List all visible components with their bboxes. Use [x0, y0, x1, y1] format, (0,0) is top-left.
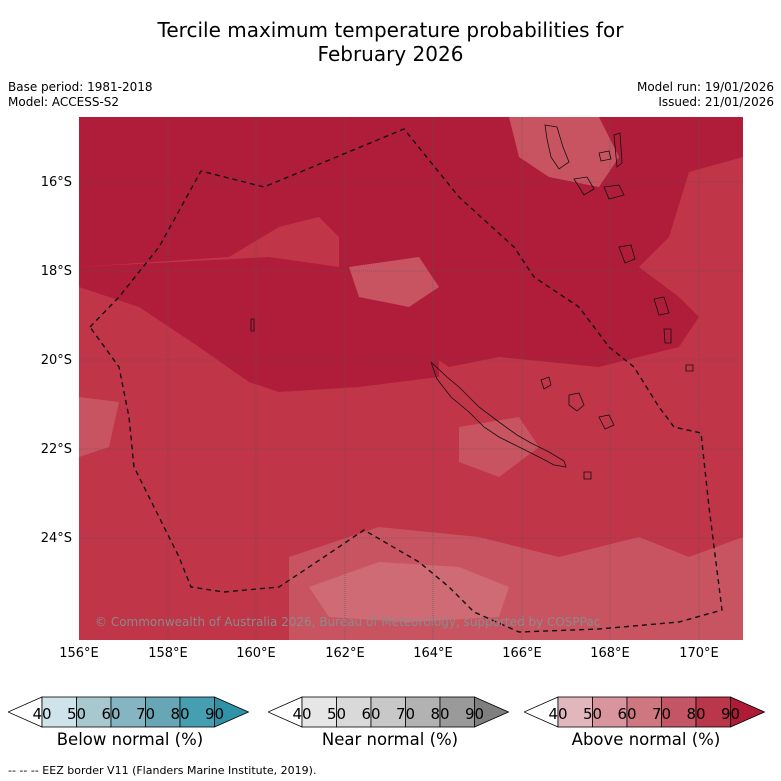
colorbar-near-tick: 80	[430, 705, 450, 723]
colorbar-below-tick: 80	[170, 705, 190, 723]
copyright-text: © Commonwealth of Australia 2026, Bureau…	[95, 615, 600, 629]
colorbar-above-segments	[524, 696, 766, 728]
colorbar-near-tick: 50	[326, 705, 347, 723]
island-vanuatu-3	[573, 176, 595, 196]
island-vanuatu-7	[653, 296, 670, 316]
colorbar-near-tick: 40	[292, 705, 312, 723]
island-small-2	[583, 471, 592, 480]
lon-label-168e: 168°E	[590, 646, 630, 661]
colorbar-near-tick: 90	[464, 705, 485, 723]
colorbar-below-segment	[145, 696, 181, 728]
region-60-mid	[459, 417, 539, 477]
colorbar-below-tick: 60	[101, 705, 121, 723]
lat-label-18s: 18°S	[40, 264, 72, 279]
island-loyalty-2	[568, 392, 585, 412]
colorbar-above-segment	[661, 696, 697, 728]
lon-label-158e: 158°E	[148, 646, 188, 661]
colorbar-above-tick: 40	[548, 705, 568, 723]
model-name: Model: ACCESS-S2	[8, 95, 120, 109]
colorbar-above-segment	[557, 696, 593, 728]
probability-map: © Commonwealth of Australia 2026, Bureau…	[79, 117, 743, 640]
island-vanuatu-5	[603, 184, 625, 200]
lon-label-160e: 160°E	[236, 646, 276, 661]
colorbar-near-segment	[370, 696, 406, 728]
chart-title: Tercile maximum temperature probabilitie…	[0, 18, 781, 66]
island-vanuatu-8	[663, 328, 672, 344]
colorbar-above	[524, 696, 766, 728]
colorbar-below-segment	[76, 696, 112, 728]
colorbar-near-segment	[301, 696, 337, 728]
colorbar-above-tick: 90	[720, 705, 741, 723]
colorbar-below-high-extend	[214, 696, 250, 728]
lat-label-20s: 20°S	[40, 353, 72, 368]
colorbar-above-segment	[592, 696, 628, 728]
island-small-1	[250, 318, 255, 332]
colorbar-near-tick: 60	[361, 705, 381, 723]
island-vanuatu-4	[613, 132, 623, 168]
colorbar-near-segment	[405, 696, 441, 728]
colorbar-below-tick: 70	[135, 705, 156, 723]
colorbar-near-label: Near normal (%)	[321, 730, 459, 749]
lat-label-22s: 22°S	[40, 442, 72, 457]
colorbar-below-tick: 50	[66, 705, 87, 723]
region-60-ne	[509, 117, 619, 187]
island-new-caledonia	[430, 361, 567, 468]
lat-label-24s: 24°S	[40, 531, 72, 546]
base-period: Base period: 1981-2018	[8, 80, 153, 94]
colorbar-below-segments	[8, 696, 250, 728]
island-loyalty-1	[540, 376, 552, 390]
model-run: Model run: 19/01/2026	[636, 80, 774, 94]
eez-footer-note: -- -- -- EEZ border V11 (Flanders Marine…	[8, 764, 317, 777]
colorbar-near-high-extend	[474, 696, 510, 728]
lon-label-164e: 164°E	[413, 646, 453, 661]
lon-label-162e: 162°E	[325, 646, 365, 661]
grid-lines	[79, 117, 743, 640]
island-loyalty-3	[598, 414, 615, 430]
title-line-1: Tercile maximum temperature probabilitie…	[157, 18, 624, 42]
title-line-2: February 2026	[317, 42, 464, 66]
island-vanuatu-6	[618, 244, 636, 264]
eez-border	[89, 128, 723, 633]
meta-right: Model run: 19/01/2026 Issued: 21/01/2026	[637, 80, 774, 110]
colorbar-above-tick: 80	[686, 705, 706, 723]
island-vanuatu-2	[598, 150, 612, 162]
colorbar-near-segment	[439, 696, 475, 728]
lon-label-156e: 156°E	[59, 646, 99, 661]
island-vanuatu-1	[544, 124, 570, 170]
colorbar-above-high-extend	[730, 696, 766, 728]
region-above-80-b	[79, 257, 439, 392]
region-60-center	[349, 257, 439, 307]
issued-date: Issued: 21/01/2026	[658, 95, 774, 109]
colorbar-above-segment	[626, 696, 662, 728]
lon-label-170e: 170°E	[679, 646, 719, 661]
colorbar-near	[268, 696, 510, 728]
colorbar-above-label: Above normal (%)	[571, 730, 721, 749]
region-60-left	[79, 397, 119, 457]
lat-label-16s: 16°S	[40, 175, 72, 190]
colorbar-above-tick: 70	[651, 705, 672, 723]
colorbar-near-tick: 70	[395, 705, 416, 723]
colorbar-above-tick: 50	[582, 705, 603, 723]
islands	[250, 124, 694, 480]
colorbar-near-segments	[268, 696, 510, 728]
colorbar-below-tick: 90	[204, 705, 225, 723]
region-50-south	[309, 562, 509, 622]
colorbar-above-tick: 60	[617, 705, 637, 723]
colorbar-below-label: Below normal (%)	[56, 730, 204, 749]
meta-left: Base period: 1981-2018 Model: ACCESS-S2	[8, 80, 153, 110]
colorbar-below	[8, 696, 250, 728]
colorbar-below-tick: 40	[32, 705, 52, 723]
island-vanuatu-9	[685, 364, 694, 372]
colorbar-near-segment	[336, 696, 372, 728]
lon-label-166e: 166°E	[502, 646, 542, 661]
